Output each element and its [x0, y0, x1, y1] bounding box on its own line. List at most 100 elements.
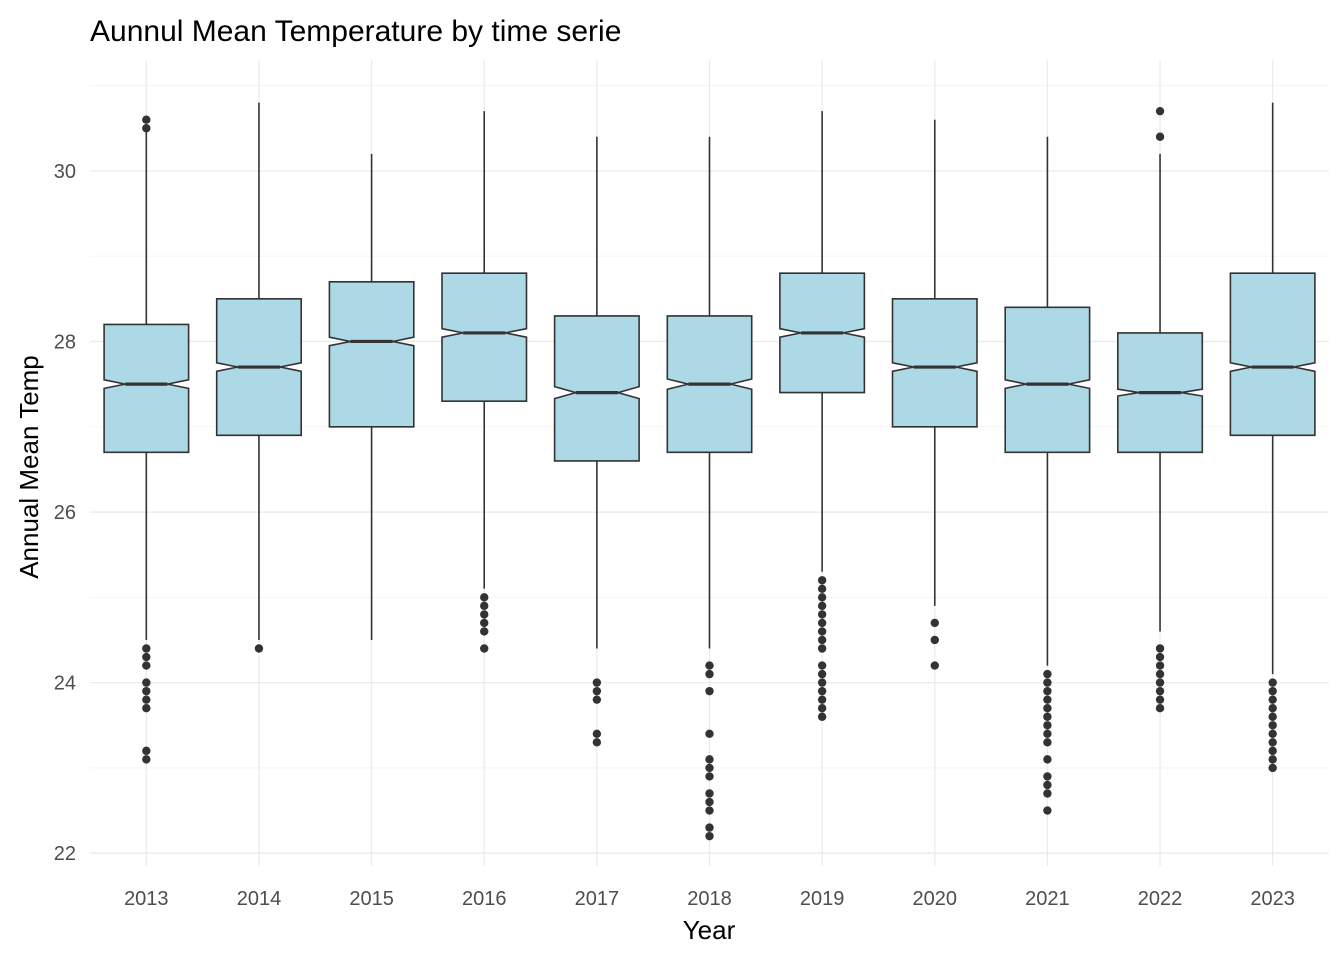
- outlier-point: [592, 686, 602, 696]
- outlier-point: [142, 755, 151, 764]
- x-tick-label: 2020: [913, 888, 958, 910]
- outlier-point: [592, 678, 602, 687]
- outlier-point: [142, 678, 151, 687]
- x-tick-label: 2021: [1025, 888, 1070, 910]
- outlier-point: [817, 661, 827, 670]
- outlier-point: [705, 797, 714, 807]
- outlier-point: [592, 729, 602, 738]
- outlier-point: [705, 669, 714, 679]
- x-tick-label: 2018: [687, 888, 732, 910]
- notched-box: [1229, 272, 1316, 437]
- outlier-point: [1155, 704, 1165, 713]
- x-tick-label: 2022: [1138, 888, 1183, 910]
- box-2023: [1229, 102, 1316, 773]
- outlier-point: [1268, 746, 1277, 756]
- outlier-point: [817, 593, 827, 602]
- chart-title: Aunnul Mean Temperature by time serie: [90, 15, 621, 48]
- outlier-point: [1043, 806, 1052, 815]
- outlier-point: [1268, 686, 1277, 696]
- outlier-point: [1043, 669, 1052, 679]
- outlier-point: [817, 627, 827, 636]
- x-tick-label: 2017: [575, 888, 620, 910]
- outlier-point: [1268, 763, 1277, 773]
- outlier-point: [1155, 678, 1165, 687]
- outlier-point: [1268, 738, 1277, 747]
- outlier-point: [1043, 704, 1052, 713]
- outlier-point: [817, 669, 827, 679]
- outlier-point: [1043, 738, 1052, 747]
- box-2019: [779, 111, 866, 721]
- outlier-point: [142, 124, 151, 133]
- outlier-point: [817, 678, 827, 687]
- y-tick-label: 28: [54, 331, 76, 353]
- outlier-point: [705, 686, 714, 696]
- outlier-point: [142, 661, 151, 670]
- outlier-point: [1268, 678, 1277, 687]
- notched-box: [441, 272, 528, 403]
- outlier-point: [142, 644, 151, 653]
- notched-box: [553, 315, 640, 462]
- y-tick-label: 26: [54, 502, 76, 524]
- outlier-point: [480, 610, 489, 619]
- outlier-point: [1155, 661, 1165, 670]
- box-2016: [441, 111, 528, 653]
- notched-box: [1004, 306, 1091, 454]
- x-axis-title: Year: [683, 915, 736, 945]
- outlier-point: [817, 712, 827, 721]
- outlier-point: [1043, 789, 1052, 798]
- outlier-point: [254, 644, 264, 653]
- outlier-point: [705, 729, 714, 738]
- x-tick-label: 2015: [349, 888, 394, 910]
- box-2020: [891, 119, 978, 670]
- outlier-point: [1043, 780, 1052, 790]
- outlier-point: [817, 610, 827, 619]
- outlier-point: [705, 823, 714, 832]
- outlier-point: [1155, 132, 1165, 141]
- x-tick-label: 2023: [1250, 888, 1295, 910]
- y-axis-title: Annual Mean Temp: [14, 355, 44, 579]
- x-tick-label: 2019: [800, 888, 845, 910]
- outlier-point: [817, 576, 827, 585]
- x-axis-ticks: 2013 2014 2015 2016 2017 2018 2019 2020 2021 2022…: [124, 888, 1295, 910]
- y-tick-label: 30: [54, 161, 76, 183]
- outlier-point: [1268, 729, 1277, 738]
- outlier-point: [1043, 695, 1052, 704]
- outlier-point: [142, 695, 151, 704]
- box-2013: [103, 115, 190, 764]
- outlier-point: [1268, 755, 1277, 764]
- outlier-point: [142, 686, 151, 696]
- outlier-point: [817, 584, 827, 594]
- notched-box: [103, 323, 190, 454]
- outlier-point: [142, 704, 151, 713]
- outlier-point: [1155, 686, 1165, 696]
- outlier-point: [1268, 721, 1277, 730]
- x-tick-label: 2016: [462, 888, 507, 910]
- y-tick-label: 22: [54, 843, 76, 865]
- outlier-point: [930, 635, 939, 645]
- outlier-point: [142, 652, 151, 662]
- outlier-point: [1043, 755, 1052, 764]
- outlier-point: [817, 644, 827, 653]
- outlier-point: [1268, 695, 1277, 704]
- outlier-point: [1155, 669, 1165, 679]
- outlier-point: [1043, 772, 1052, 781]
- outlier-point: [480, 601, 489, 611]
- outlier-point: [480, 593, 489, 602]
- outlier-point: [142, 746, 151, 756]
- y-tick-label: 24: [54, 673, 76, 695]
- outlier-point: [592, 695, 602, 704]
- outlier-point: [1043, 729, 1052, 738]
- outlier-point: [1043, 678, 1052, 687]
- outlier-point: [705, 755, 714, 764]
- outlier-point: [817, 635, 827, 645]
- box-2015: [328, 153, 415, 640]
- box-2017: [553, 136, 640, 747]
- outlier-point: [817, 695, 827, 704]
- outlier-point: [817, 704, 827, 713]
- outlier-point: [1268, 712, 1277, 721]
- outlier-point: [705, 772, 714, 781]
- x-tick-label: 2014: [237, 888, 282, 910]
- box-2022: [1117, 106, 1204, 713]
- outlier-point: [1268, 704, 1277, 713]
